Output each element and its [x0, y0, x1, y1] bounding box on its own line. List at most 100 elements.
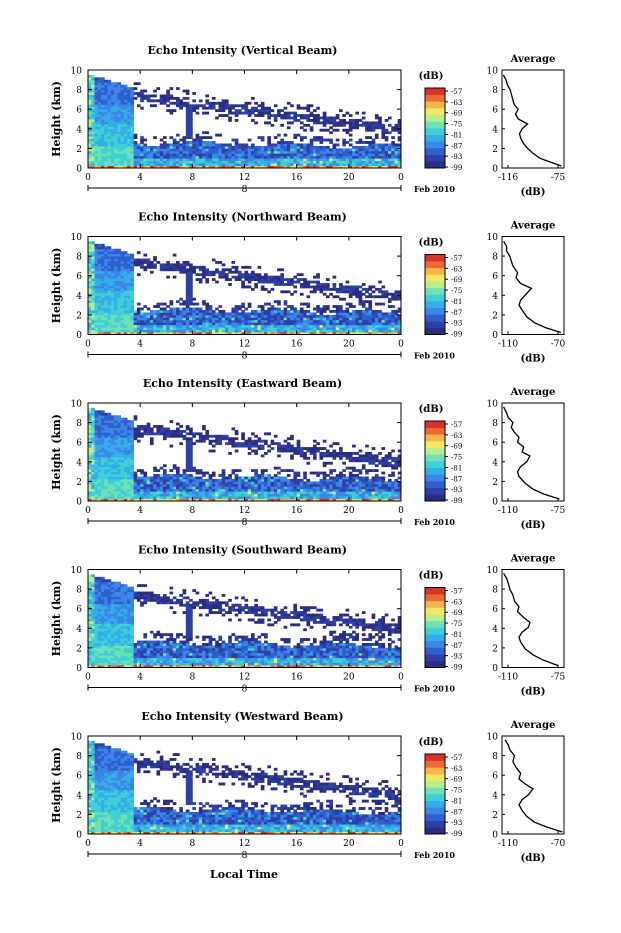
heatmap-cell: [290, 144, 294, 147]
heatmap-cell: [267, 322, 271, 325]
heatmap-cell: [261, 136, 265, 139]
heatmap-cell: [212, 330, 216, 333]
heatmap-cell: [88, 261, 92, 264]
heatmap-cell: [130, 134, 134, 137]
heatmap-cell: [212, 435, 216, 438]
heatmap-cell: [192, 486, 196, 489]
heatmap-cell: [261, 281, 265, 284]
heatmap-cell: [290, 117, 294, 120]
heatmap-cell: [372, 317, 376, 320]
heatmap-cell: [385, 325, 389, 328]
heatmap-cell: [140, 432, 144, 435]
heatmap-cell: [329, 126, 333, 129]
heatmap-cell: [166, 479, 170, 482]
heatmap-cell: [176, 489, 180, 492]
heatmap-cell: [121, 298, 125, 301]
heatmap-cell: [326, 129, 330, 132]
heatmap-cell: [91, 445, 95, 448]
heatmap-cell: [98, 82, 102, 85]
heatmap-cell: [127, 136, 131, 139]
heatmap-cell: [261, 489, 265, 492]
heatmap-cell: [104, 327, 108, 330]
heatmap-cell: [160, 102, 164, 105]
heatmap-cell: [209, 271, 213, 274]
heatmap-cell: [137, 82, 141, 85]
heatmap-cell: [153, 156, 157, 159]
heatmap-cell: [209, 481, 213, 484]
heatmap-cell: [287, 158, 291, 161]
heatmap-cell: [235, 139, 239, 142]
heatmap-cell: [365, 288, 369, 291]
heatmap-cell: [222, 496, 226, 499]
heatmap-cell: [280, 315, 284, 318]
heatmap-cell: [189, 474, 193, 477]
heatmap-cell: [222, 494, 226, 497]
heatmap-cell: [349, 312, 353, 315]
heatmap-cell: [189, 447, 193, 450]
heatmap-cell: [108, 489, 112, 492]
heatmap-cell: [261, 114, 265, 117]
colorbar-segment: [425, 135, 445, 142]
heatmap-cell: [385, 156, 389, 159]
heatmap-cell: [228, 452, 232, 455]
heatmap-cell: [160, 489, 164, 492]
heatmap-cell: [381, 317, 385, 320]
heatmap-cell: [274, 315, 278, 318]
heatmap-cell: [101, 459, 105, 462]
heatmap-cell: [385, 290, 389, 293]
heatmap-cell: [101, 266, 105, 269]
heatmap-cell: [104, 119, 108, 122]
heatmap-cell: [245, 477, 249, 480]
profile-x-tick-label: -75: [551, 173, 566, 183]
heatmap-cell: [114, 121, 118, 124]
heatmap-cell: [258, 136, 262, 139]
heatmap-cell: [98, 308, 102, 311]
heatmap-cell: [209, 489, 213, 492]
heatmap-cell: [114, 271, 118, 274]
heatmap-cell: [140, 156, 144, 159]
heatmap-cell: [104, 310, 108, 313]
heatmap-cell: [95, 450, 99, 453]
heatmap-cell: [300, 278, 304, 281]
heatmap-cell: [150, 95, 154, 98]
heatmap-cell: [261, 496, 265, 499]
heatmap-cell: [111, 315, 115, 318]
heatmap-cell: [329, 139, 333, 142]
heatmap-cell: [140, 425, 144, 428]
heatmap-cell: [95, 134, 99, 137]
heatmap-cell: [114, 95, 118, 98]
heatmap-cell: [95, 85, 99, 88]
heatmap-cell: [127, 278, 131, 281]
heatmap-cell: [192, 141, 196, 144]
heatmap-cell: [261, 484, 265, 487]
heatmap-cell: [284, 161, 288, 164]
heatmap-cell: [225, 278, 229, 281]
heatmap-cell: [346, 158, 350, 161]
heatmap-cell: [355, 322, 359, 325]
heatmap-cell: [130, 474, 134, 477]
heatmap-cell: [104, 479, 108, 482]
heatmap-cell: [150, 430, 154, 433]
heatmap-cell: [130, 259, 134, 262]
heatmap-cell: [375, 327, 379, 330]
heatmap-cell: [160, 153, 164, 156]
heatmap-cell: [173, 467, 177, 470]
heatmap-cell: [218, 474, 222, 477]
heatmap-cell: [140, 95, 144, 98]
heatmap-cell: [189, 486, 193, 489]
heatmap-cell: [290, 283, 294, 286]
heatmap-cell: [153, 256, 157, 259]
heatmap-cell: [202, 266, 206, 269]
heatmap-cell: [160, 486, 164, 489]
heatmap-cell: [336, 139, 340, 142]
heatmap-cell: [225, 479, 229, 482]
heatmap-cell: [143, 325, 147, 328]
heatmap-cell: [127, 276, 131, 279]
heatmap-cell: [91, 82, 95, 85]
heatmap-cell: [352, 146, 356, 149]
heatmap-cell: [179, 310, 183, 313]
heatmap-cell: [258, 489, 262, 492]
heatmap-cell: [124, 95, 128, 98]
heatmap-cell: [231, 266, 235, 269]
heatmap-cell: [108, 479, 112, 482]
